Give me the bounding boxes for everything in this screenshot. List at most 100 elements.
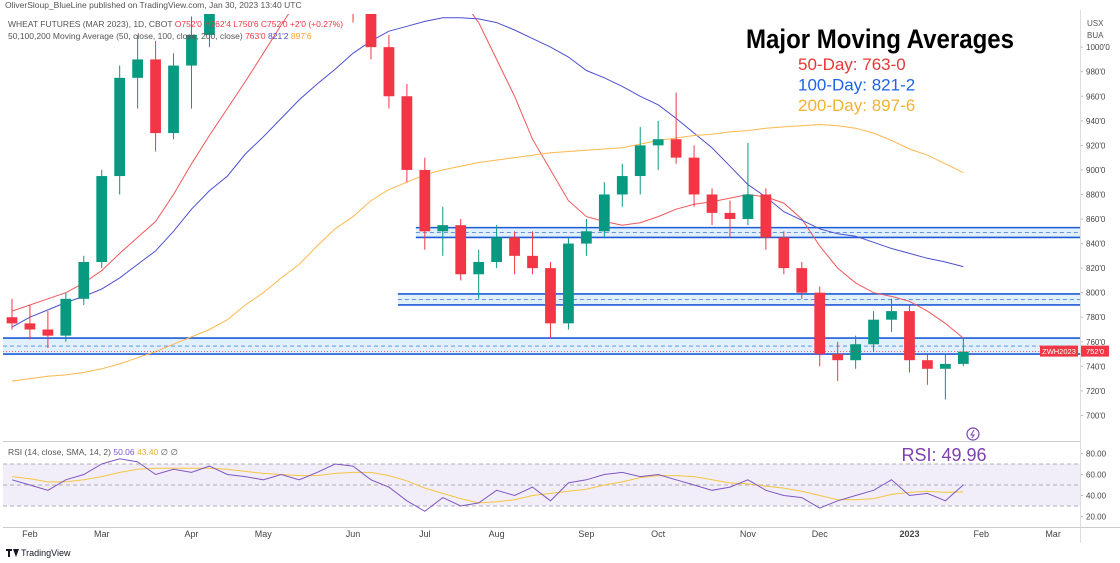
y-tick-label: 860'0 (1086, 215, 1106, 224)
y-tick-label: 700'0 (1086, 411, 1106, 420)
ticker-label: ZWH2023 (1042, 347, 1076, 356)
candle-body (42, 329, 54, 336)
rsi-extra: ∅ ∅ (161, 447, 179, 457)
y-tick-label: 40.00 (1086, 492, 1107, 501)
candle-body (886, 311, 897, 320)
x-tick-label: Oct (651, 529, 666, 539)
moving-average (11, 14, 964, 339)
y-tick-label: 20.00 (1086, 513, 1107, 522)
rsi-line (11, 458, 964, 512)
price-pane (3, 14, 1080, 400)
x-tick-label: Jun (346, 529, 361, 539)
x-tick-label: Feb (974, 529, 990, 539)
y-tick-label: 80.00 (1086, 450, 1107, 459)
rsi-header: RSI (14, close, SMA, 14, 2) 50.06 43.40 … (8, 447, 178, 457)
candle-body (670, 139, 682, 158)
rsi-pane (3, 458, 1080, 512)
currency: USX (1087, 19, 1104, 28)
candle-body (6, 317, 18, 324)
candle-body (580, 231, 592, 244)
candle-body (814, 292, 826, 355)
annotation: 100-Day: 821-2 (798, 76, 915, 95)
candle-body (850, 344, 862, 361)
axes: Feb Mar Apr May Jun Jul Aug Sep Oct Nov Dec 2023 Feb… (22, 43, 1110, 539)
candle-body (60, 298, 72, 336)
candle-body (922, 360, 933, 369)
annotation-title: Major Moving Averages (746, 24, 1014, 54)
price-label: 752'0 (1086, 347, 1104, 356)
x-tick-label: Nov (740, 529, 757, 539)
candle-body (419, 169, 431, 232)
zone (397, 293, 1080, 305)
rsi-label: 50.06 (113, 447, 135, 457)
x-tick-label: Sep (578, 529, 594, 539)
x-tick-label: Dec (812, 529, 829, 539)
candle-body (545, 268, 556, 324)
x-tick-label: Mar (1045, 529, 1061, 539)
y-tick-label: 1000'0 (1086, 43, 1110, 52)
candle-body (939, 363, 951, 369)
candle-body (957, 351, 969, 364)
tv-logo (6, 549, 19, 557)
annotation: 50-Day: 763-0 (798, 55, 906, 74)
candle-body (598, 194, 610, 232)
x-tick-label: Jul (419, 529, 431, 539)
candle-body (114, 77, 126, 177)
annotation: 200-Day: 897-6 (798, 96, 915, 115)
candle-body (473, 261, 485, 275)
y-tick-label: 800'0 (1086, 289, 1106, 298)
rsi-title: RSI (14, close, SMA, 14, 2) (8, 447, 111, 457)
y-tick-label: 720'0 (1086, 387, 1106, 396)
y-tick-label: 900'0 (1086, 166, 1106, 175)
y-tick-label: 840'0 (1086, 240, 1106, 249)
candle-body (186, 34, 197, 66)
rsi-ma-line (11, 467, 964, 504)
candle-body (437, 225, 449, 232)
y-tick-label: 820'0 (1086, 264, 1106, 273)
indicator-header: 50,100,200 Moving Average (50, close, 10… (8, 31, 312, 41)
candle-body (634, 145, 646, 177)
footer: TradingView (21, 548, 71, 558)
candle-body (96, 176, 108, 262)
x-tick-label: Apr (184, 529, 198, 539)
ma-label: 897'6 (291, 31, 312, 41)
x-tick-label: Aug (489, 529, 505, 539)
x-tick-label: Mar (94, 529, 110, 539)
moving-average (11, 17, 964, 328)
rsi-ma-label: 43.40 (137, 447, 159, 457)
candle-body (401, 96, 413, 170)
candle-body (706, 194, 718, 213)
candle-body (491, 237, 503, 262)
y-tick-label: 60.00 (1086, 471, 1107, 480)
publisher: OliverSloup_BlueLine published on Tradin… (5, 0, 302, 10)
y-tick-label: 960'0 (1086, 92, 1106, 101)
candle-body (527, 255, 538, 269)
alert-icon (966, 427, 980, 441)
ohlc: O752'0 H762'4 L750'6 C752'0 +2'0 (+0.27%… (175, 19, 343, 29)
candle-body (150, 59, 161, 134)
ma-label: 763'0 (245, 31, 266, 41)
ma-label: 821'2 (268, 31, 289, 41)
y-tick-label: 780'0 (1086, 313, 1106, 322)
zone (3, 338, 1080, 355)
chart-header: WHEAT FUTURES (MAR 2023), 1D, CBOT O752'… (8, 19, 343, 29)
moving-average (11, 123, 964, 382)
ticker-tag (1040, 345, 1078, 357)
candle-body (78, 261, 90, 299)
indicator-title: 50,100,200 Moving Average (50, close, 10… (8, 31, 243, 41)
candle-body (455, 225, 467, 275)
y-tick-label: 940'0 (1086, 117, 1106, 126)
y-tick-label: 760'0 (1086, 338, 1106, 347)
x-tick-label: May (255, 529, 273, 539)
candle-body (724, 212, 736, 220)
y-tick-label: 740'0 (1086, 362, 1106, 371)
candle-body (563, 243, 574, 324)
unit: BUA (1087, 31, 1104, 40)
y-tick-label: 880'0 (1086, 190, 1106, 199)
candle-body (652, 139, 664, 146)
candle-body (616, 176, 628, 195)
candle-body (868, 319, 879, 345)
chart-title: WHEAT FUTURES (MAR 2023), 1D, CBOT (8, 19, 172, 29)
